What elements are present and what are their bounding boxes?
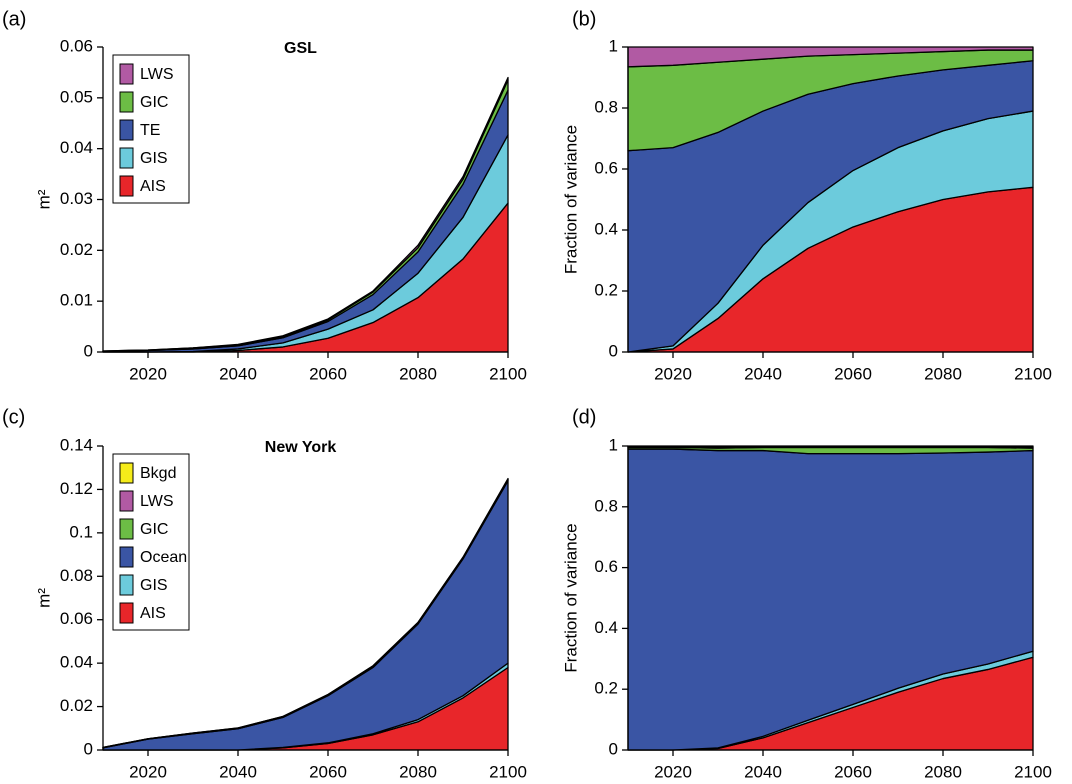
x-tick-label: 2020 [654, 364, 692, 383]
x-tick-label: 2060 [834, 762, 872, 781]
x-tick-label: 2020 [129, 364, 167, 383]
y-tick-label: 0.02 [60, 240, 93, 259]
x-tick-label: 2080 [399, 364, 437, 383]
y-axis-label: m² [34, 189, 53, 209]
y-tick-label: 0 [84, 341, 93, 360]
x-tick-label: 2060 [834, 364, 872, 383]
y-tick-label: 0.14 [60, 435, 93, 454]
legend-label: LWS [140, 66, 173, 83]
x-tick-label: 2040 [744, 762, 782, 781]
x-tick-label: 2100 [489, 762, 527, 781]
x-tick-label: 2100 [489, 364, 527, 383]
legend-label: LWS [140, 493, 173, 510]
y-tick-label: 0.12 [60, 479, 93, 498]
panel-label: (a) [2, 8, 26, 30]
y-tick-label: 0.06 [60, 36, 93, 55]
y-tick-label: 0.2 [594, 280, 618, 299]
legend-swatch [119, 175, 134, 197]
legend-label: Ocean [140, 549, 187, 566]
y-tick-label: 0 [609, 739, 618, 758]
y-tick-label: 0.4 [594, 618, 618, 637]
y-tick-label: 0.01 [60, 291, 93, 310]
legend-swatch [119, 490, 134, 512]
y-tick-label: 0.6 [594, 158, 618, 177]
panel-label: (d) [572, 406, 596, 428]
x-tick-label: 2020 [654, 762, 692, 781]
x-tick-label: 2040 [744, 364, 782, 383]
legend-label: GIC [140, 94, 168, 111]
y-tick-label: 0.06 [60, 609, 93, 628]
legend-label: GIS [140, 150, 168, 167]
legend-swatch [119, 63, 134, 85]
legend-label: GIS [140, 577, 168, 594]
x-tick-label: 2080 [924, 364, 962, 383]
x-tick-label: 2080 [399, 762, 437, 781]
y-tick-label: 1 [609, 435, 618, 454]
x-tick-label: 2040 [219, 762, 257, 781]
y-tick-label: 0.6 [594, 557, 618, 576]
plot [627, 445, 1034, 751]
y-tick-label: 0.4 [594, 219, 618, 238]
y-axis-label: Fraction of variance [561, 125, 580, 274]
y-axis-label: m² [34, 588, 53, 608]
x-tick-label: 2060 [309, 364, 347, 383]
plot [627, 46, 1034, 353]
y-tick-label: 0.02 [60, 696, 93, 715]
y-tick-label: 1 [609, 36, 618, 55]
legend-swatch [119, 602, 134, 624]
legend-swatch [119, 546, 134, 568]
panel-label: (b) [572, 8, 596, 30]
y-tick-label: 0.8 [594, 97, 618, 116]
x-tick-label: 2080 [924, 762, 962, 781]
legend-swatch [119, 119, 134, 141]
x-tick-label: 2100 [1014, 762, 1052, 781]
y-tick-label: 0.8 [594, 496, 618, 515]
legend-label: GIC [140, 521, 168, 538]
x-tick-label: 2060 [309, 762, 347, 781]
legend-swatch [119, 147, 134, 169]
panel-label: (c) [2, 406, 25, 428]
area [102, 477, 509, 749]
area [627, 445, 1034, 448]
legend-swatch [119, 91, 134, 113]
y-tick-label: 0.1 [69, 522, 93, 541]
legend-swatch [119, 574, 134, 596]
area [102, 76, 509, 352]
y-tick-label: 0 [609, 341, 618, 360]
y-tick-label: 0.04 [60, 138, 93, 157]
x-tick-label: 2040 [219, 364, 257, 383]
y-tick-label: 0.03 [60, 189, 93, 208]
y-axis-label: Fraction of variance [561, 523, 580, 672]
legend-swatch [119, 462, 134, 484]
y-tick-label: 0.08 [60, 566, 93, 585]
area [627, 46, 1034, 68]
legend-label: TE [140, 122, 160, 139]
x-tick-label: 2020 [129, 762, 167, 781]
legend-swatch [119, 518, 134, 540]
y-tick-label: 0 [84, 739, 93, 758]
x-tick-label: 2100 [1014, 364, 1052, 383]
y-tick-label: 0.05 [60, 87, 93, 106]
y-tick-label: 0.04 [60, 653, 93, 672]
legend-label: AIS [140, 178, 166, 195]
legend-label: Bkgd [140, 465, 176, 482]
legend-label: AIS [140, 605, 166, 622]
y-tick-label: 0.2 [594, 679, 618, 698]
chart-title: GSL [284, 40, 317, 57]
chart-title: New York [265, 439, 337, 456]
